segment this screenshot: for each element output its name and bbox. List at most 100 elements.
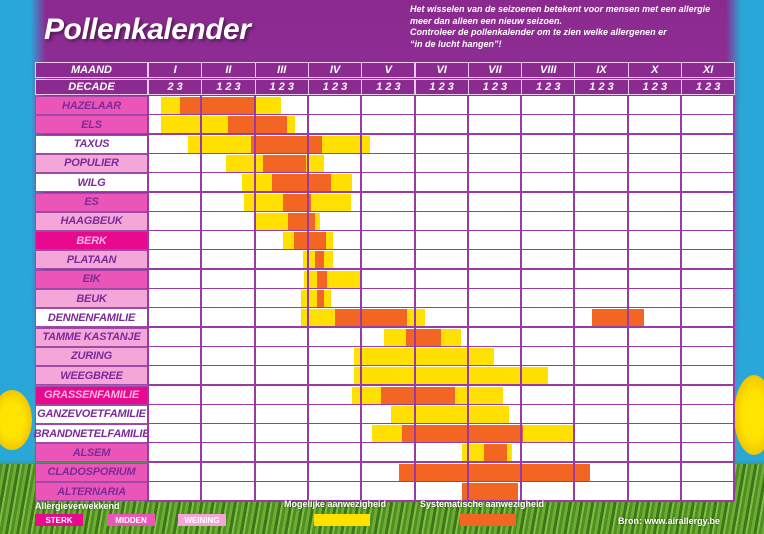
grid-line [520, 308, 523, 328]
grid-line [200, 211, 203, 231]
grid-line [147, 404, 149, 424]
systematic-presence-bar [179, 97, 255, 114]
decade-header: 1 2 3 [307, 79, 363, 95]
grid-line [733, 346, 736, 366]
row-grid [147, 385, 736, 406]
systematic-presence-bar [483, 444, 507, 462]
row-grid [147, 482, 736, 502]
grid-line [626, 385, 629, 405]
grid-line [306, 424, 309, 444]
allergen-label: ALSEM [35, 443, 148, 463]
legend-midden: MIDDEN [107, 514, 155, 526]
month-header: X [627, 62, 682, 78]
grid-line [413, 462, 416, 482]
grid-line [466, 134, 469, 154]
grid-line [733, 424, 736, 444]
grid-line [626, 346, 629, 366]
intro-line: meer dan alleen een nieuw seizoen. [410, 15, 563, 26]
grid-line [573, 231, 576, 251]
systematic-presence-bar [402, 425, 523, 443]
grid-line [200, 96, 203, 115]
grid-line [680, 96, 682, 115]
grid-line [306, 250, 309, 270]
grid-line [626, 231, 629, 251]
allergen-label: HAZELAAR [35, 96, 148, 115]
grid-line [306, 115, 309, 135]
row-grid [147, 250, 736, 271]
decade-header: 1 2 3 [414, 79, 469, 95]
grid-line [733, 385, 736, 405]
grid-line [466, 250, 469, 270]
grid-line [200, 482, 203, 501]
grid-line [360, 482, 363, 501]
grid-line [253, 96, 256, 115]
grid-line [680, 173, 682, 193]
grid-line [520, 115, 523, 135]
grid-line [200, 192, 203, 212]
grid-line [626, 366, 629, 386]
grid-line [306, 346, 309, 366]
grid-line [147, 385, 149, 405]
grid-line [520, 346, 523, 366]
grid-line [626, 192, 629, 212]
row-grid [147, 424, 736, 445]
grid-line [680, 346, 682, 366]
intro-line: Controleer de pollenkalender om te zien … [410, 27, 667, 37]
grid-line [147, 327, 149, 347]
grid-line [733, 366, 736, 386]
grid-line [148, 287, 734, 290]
grid-line [733, 115, 736, 135]
grid-line [200, 153, 203, 173]
table-row: BRANDNETELFAMILIE [34, 424, 736, 445]
grid-line [200, 366, 203, 386]
systematic-presence-bar [283, 193, 312, 211]
table-row: ES [35, 192, 736, 213]
grid-line [466, 269, 469, 289]
possible-presence-bar [354, 347, 495, 365]
grid-line [413, 308, 416, 328]
grid-line [200, 115, 203, 135]
grid-line [253, 462, 256, 482]
grid-line [680, 366, 682, 386]
grid-line [413, 96, 416, 115]
header-decade: DECADE [35, 79, 148, 95]
grid-line [680, 115, 682, 135]
grid-line [360, 134, 363, 154]
allergen-label: ELS [35, 115, 148, 135]
table-row: BEUK [35, 289, 736, 309]
flower-left [0, 390, 32, 450]
grid-line [306, 96, 309, 115]
grid-line [148, 268, 734, 271]
allergen-label: HAAGBEUK [35, 211, 148, 231]
month-header: VIII [521, 62, 576, 78]
grid-line [680, 269, 682, 289]
table-row: DENNENFAMILIE [35, 308, 736, 329]
grid-line [253, 269, 256, 289]
grid-line [360, 346, 363, 366]
month-header: IX [574, 62, 629, 78]
systematic-presence-bar [227, 116, 287, 134]
month-header: VII [467, 62, 523, 78]
grid-line [733, 289, 736, 308]
table-row: TAXUS [35, 134, 736, 155]
grid-line [148, 133, 734, 136]
grid-line [148, 229, 734, 232]
allergen-label: DENNENFAMILIE [35, 308, 148, 328]
legend-systematic-swatch [460, 514, 516, 526]
allergen-label: ZURING [35, 346, 148, 366]
grid-line [520, 462, 523, 482]
grid-line [147, 115, 149, 135]
grid-line [413, 289, 416, 308]
grid-line [148, 461, 734, 464]
grid-line [733, 250, 736, 270]
table-row: HAAGBEUK [35, 211, 736, 232]
grid-line [413, 269, 416, 289]
grid-line [306, 462, 309, 482]
page-title: Pollenkalender [44, 13, 251, 46]
legend-systematic-label: Systematische aanwezigheid [420, 499, 545, 509]
grid-line [253, 385, 256, 405]
grid-line [573, 404, 576, 424]
grid-line [147, 153, 149, 173]
grid-line [253, 153, 256, 173]
systematic-presence-bar [316, 290, 324, 307]
